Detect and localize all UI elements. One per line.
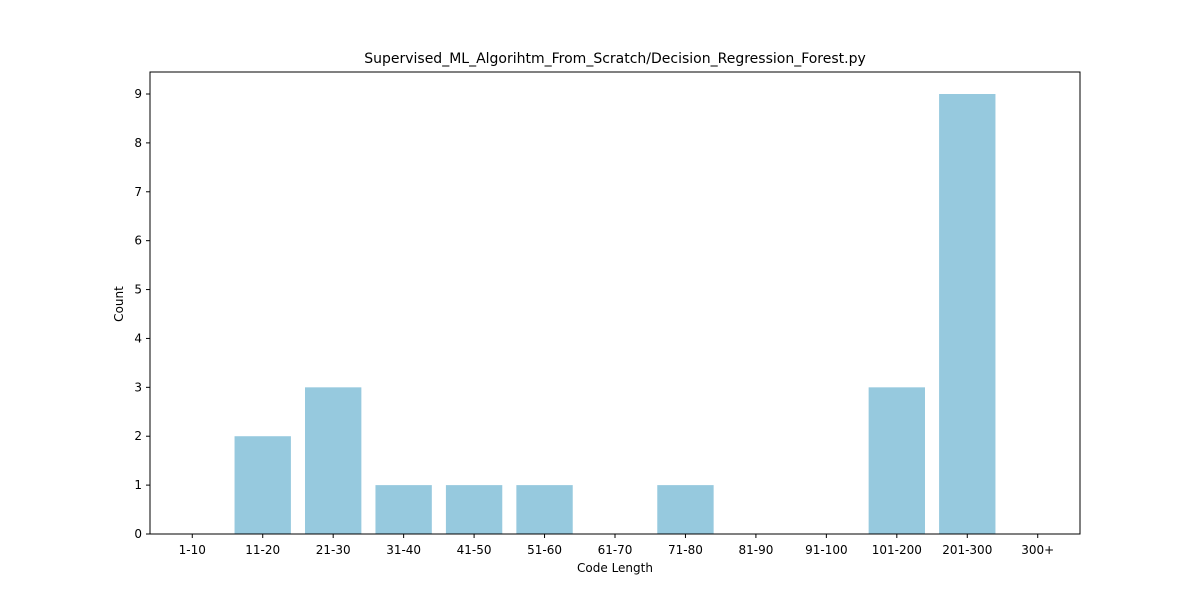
y-tick-label: 5 bbox=[134, 283, 142, 297]
x-tick-label: 41-50 bbox=[457, 543, 492, 557]
x-tick-label: 51-60 bbox=[527, 543, 562, 557]
x-axis-ticks: 1-10 11-20 21-30 31-40 41-50 51-60 61-70 71-80 8… bbox=[179, 534, 1055, 557]
bar-51-60 bbox=[516, 485, 572, 534]
x-tick-label: 11-20 bbox=[245, 543, 280, 557]
y-tick-label: 3 bbox=[134, 380, 142, 394]
y-tick-label: 4 bbox=[134, 331, 142, 345]
x-tick-label: 31-40 bbox=[386, 543, 421, 557]
x-tick-label: 21-30 bbox=[316, 543, 351, 557]
x-tick-label: 300+ bbox=[1021, 543, 1054, 557]
x-axis-label: Code Length bbox=[577, 561, 653, 575]
x-tick-label: 61-70 bbox=[598, 543, 633, 557]
y-tick-label: 6 bbox=[134, 234, 142, 248]
x-tick-label: 101-200 bbox=[872, 543, 922, 557]
y-tick-label: 7 bbox=[134, 185, 142, 199]
y-axis-label: Count bbox=[112, 286, 126, 322]
y-axis-ticks: 0 1 2 3 4 5 6 7 8 9 bbox=[134, 87, 150, 541]
x-tick-label: 81-90 bbox=[738, 543, 773, 557]
y-tick-label: 0 bbox=[134, 527, 142, 541]
x-tick-label: 71-80 bbox=[668, 543, 703, 557]
y-tick-label: 2 bbox=[134, 429, 142, 443]
bar-31-40 bbox=[375, 485, 431, 534]
bar-21-30 bbox=[305, 387, 361, 534]
y-tick-label: 1 bbox=[134, 478, 142, 492]
y-tick-label: 9 bbox=[134, 87, 142, 101]
bar-101-200 bbox=[869, 387, 925, 534]
bar-41-50 bbox=[446, 485, 502, 534]
x-tick-label: 91-100 bbox=[805, 543, 848, 557]
x-tick-label: 1-10 bbox=[179, 543, 206, 557]
bar-11-20 bbox=[235, 436, 291, 534]
bar-201-300 bbox=[939, 94, 995, 534]
bar-71-80 bbox=[657, 485, 713, 534]
y-tick-label: 8 bbox=[134, 136, 142, 150]
chart-title: Supervised_ML_Algorihtm_From_Scratch/Dec… bbox=[364, 51, 866, 67]
x-tick-label: 201-300 bbox=[942, 543, 992, 557]
bars-group bbox=[235, 94, 996, 534]
